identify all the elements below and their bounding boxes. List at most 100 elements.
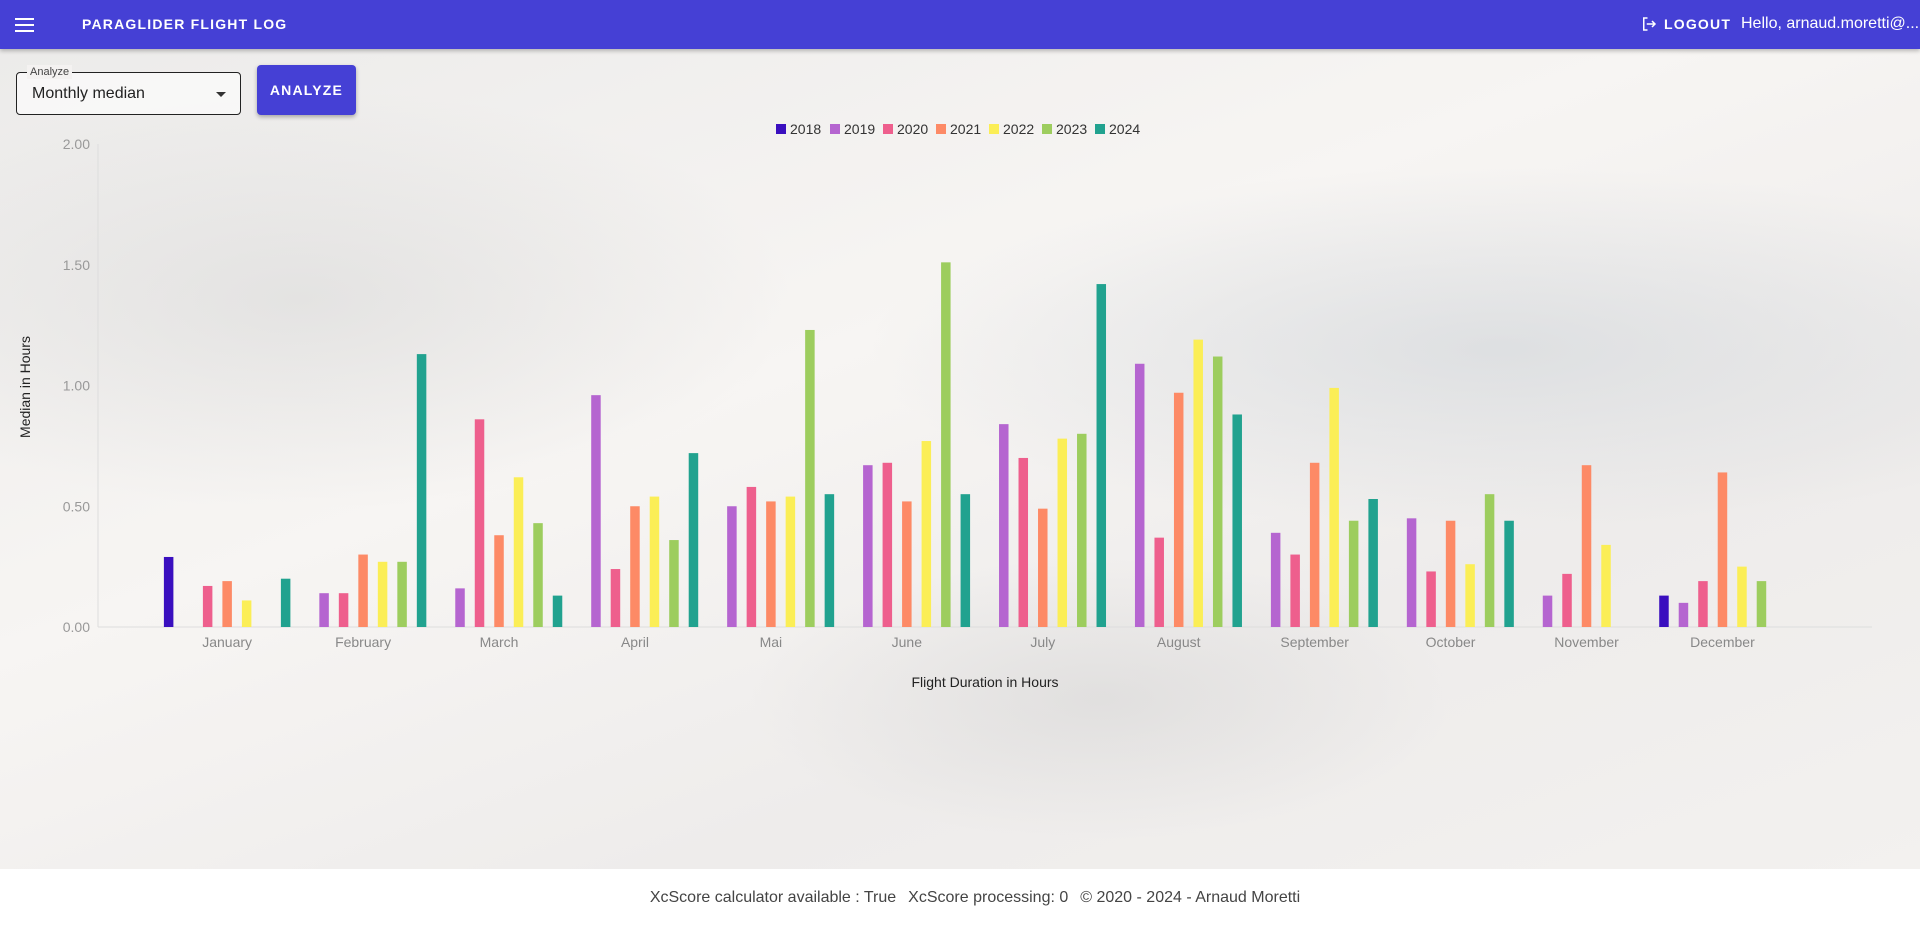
bar-2023-february[interactable]	[397, 561, 407, 627]
bar-2020-august[interactable]	[1154, 537, 1164, 627]
bar-2020-july[interactable]	[1018, 457, 1029, 627]
bar-2021-april[interactable]	[630, 506, 640, 627]
bar-2019-june[interactable]	[863, 465, 873, 627]
analyze-select[interactable]: Analyze Monthly median	[16, 65, 241, 115]
bar-2019-august[interactable]	[1134, 363, 1145, 627]
bar-2021-september[interactable]	[1309, 462, 1320, 627]
bar-2023-june[interactable]	[941, 262, 951, 627]
bar-2019-september[interactable]	[1270, 532, 1281, 627]
legend-item-2018[interactable]: 2018	[776, 121, 821, 137]
legend-label: 2021	[950, 121, 981, 137]
bar-2019-february[interactable]	[319, 593, 329, 627]
bar-2020-mai[interactable]	[746, 486, 757, 627]
bar-2023-july[interactable]	[1077, 433, 1087, 627]
legend-item-2021[interactable]: 2021	[936, 121, 981, 137]
analyze-button[interactable]: ANALYZE	[257, 65, 356, 115]
bar-2020-june[interactable]	[882, 462, 893, 627]
bar-2020-october[interactable]	[1426, 571, 1436, 627]
legend-item-2020[interactable]: 2020	[883, 121, 928, 137]
bar-2023-march[interactable]	[533, 523, 543, 627]
legend-label: 2018	[790, 121, 821, 137]
bar-2020-september[interactable]	[1290, 554, 1300, 627]
bar-2024-march[interactable]	[552, 595, 563, 627]
background-image	[0, 49, 1920, 869]
logout-button[interactable]: LOGOUT	[1640, 13, 1731, 35]
legend-item-2024[interactable]: 2024	[1095, 121, 1140, 137]
bar-2022-august[interactable]	[1193, 339, 1203, 627]
bar-2022-april[interactable]	[649, 496, 660, 627]
bar-2023-september[interactable]	[1348, 520, 1359, 627]
y-axis-label: Median in Hours	[17, 336, 33, 438]
bar-2020-december[interactable]	[1698, 581, 1708, 627]
bar-2024-february[interactable]	[416, 354, 427, 627]
bar-2023-mai[interactable]	[805, 329, 815, 627]
bar-2022-march[interactable]	[513, 477, 524, 627]
bar-2021-june[interactable]	[902, 501, 912, 627]
bar-2021-august[interactable]	[1173, 392, 1184, 627]
logout-label: LOGOUT	[1664, 16, 1732, 32]
logout-icon	[1643, 17, 1657, 31]
menu-icon[interactable]	[12, 12, 38, 38]
legend-label: 2023	[1056, 121, 1087, 137]
bar-2021-march[interactable]	[494, 535, 504, 627]
bar-2023-october[interactable]	[1484, 494, 1495, 627]
bar-2021-july[interactable]	[1038, 508, 1048, 627]
bar-2019-april[interactable]	[591, 395, 601, 627]
bar-2024-mai[interactable]	[824, 494, 835, 627]
bar-2022-july[interactable]	[1057, 438, 1068, 627]
bar-2020-april[interactable]	[610, 569, 621, 627]
y-tick-label: 1.00	[63, 378, 90, 394]
bar-2020-march[interactable]	[474, 419, 485, 627]
bar-2019-november[interactable]	[1542, 595, 1553, 627]
bar-2021-december[interactable]	[1717, 472, 1728, 627]
legend-swatch	[883, 124, 893, 134]
bar-2022-september[interactable]	[1329, 387, 1339, 627]
legend-label: 2024	[1109, 121, 1140, 137]
bar-2024-june[interactable]	[960, 494, 971, 627]
bar-2023-august[interactable]	[1212, 356, 1223, 627]
legend-item-2023[interactable]: 2023	[1042, 121, 1087, 137]
legend-swatch	[1042, 124, 1052, 134]
bar-2018-january[interactable]	[163, 556, 174, 627]
bar-2022-june[interactable]	[921, 441, 932, 627]
x-tick-label: June	[892, 634, 923, 650]
bar-2022-january[interactable]	[241, 600, 252, 627]
bar-2022-october[interactable]	[1465, 564, 1475, 627]
y-tick-label: 0.50	[63, 498, 90, 514]
bar-2022-february[interactable]	[377, 561, 388, 627]
bar-2022-december[interactable]	[1737, 566, 1747, 627]
bar-2024-january[interactable]	[280, 578, 291, 627]
bar-2021-january[interactable]	[222, 581, 232, 627]
caret-down-icon	[216, 92, 226, 97]
bar-2021-october[interactable]	[1445, 520, 1456, 627]
bar-2022-mai[interactable]	[785, 496, 796, 627]
y-tick-label: 2.00	[63, 136, 90, 152]
legend-item-2019[interactable]: 2019	[830, 121, 875, 137]
bar-2021-february[interactable]	[358, 554, 368, 627]
x-tick-label: January	[202, 634, 252, 650]
bar-2020-february[interactable]	[338, 593, 349, 627]
bar-2024-august[interactable]	[1232, 414, 1242, 627]
bar-2024-october[interactable]	[1504, 520, 1514, 627]
bar-2019-mai[interactable]	[727, 506, 737, 627]
xcscore-processing-status: XcScore processing: 0	[908, 889, 1069, 906]
bar-2023-december[interactable]	[1756, 581, 1767, 627]
footer: XcScore calculator available : True XcSc…	[0, 869, 1920, 927]
bar-2021-november[interactable]	[1581, 465, 1592, 627]
bar-2019-october[interactable]	[1406, 518, 1417, 627]
bar-2019-march[interactable]	[455, 588, 465, 627]
bar-2020-november[interactable]	[1562, 573, 1572, 627]
bar-2021-mai[interactable]	[766, 501, 776, 627]
x-tick-label: March	[480, 634, 519, 650]
bar-2018-december[interactable]	[1659, 595, 1669, 627]
bar-2024-april[interactable]	[688, 453, 699, 627]
bar-2019-july[interactable]	[999, 424, 1009, 627]
bar-2024-july[interactable]	[1096, 284, 1107, 627]
bar-2020-january[interactable]	[202, 585, 213, 627]
legend-item-2022[interactable]: 2022	[989, 121, 1034, 137]
bar-2022-november[interactable]	[1601, 544, 1611, 627]
bar-2019-december[interactable]	[1678, 602, 1689, 627]
median-bar-chart: 2018 2019 2020 2021 2022 2023 2024 0.00 0.50 1.0…	[17, 121, 1872, 690]
bar-2023-april[interactable]	[669, 540, 679, 627]
bar-2024-september[interactable]	[1368, 499, 1378, 627]
